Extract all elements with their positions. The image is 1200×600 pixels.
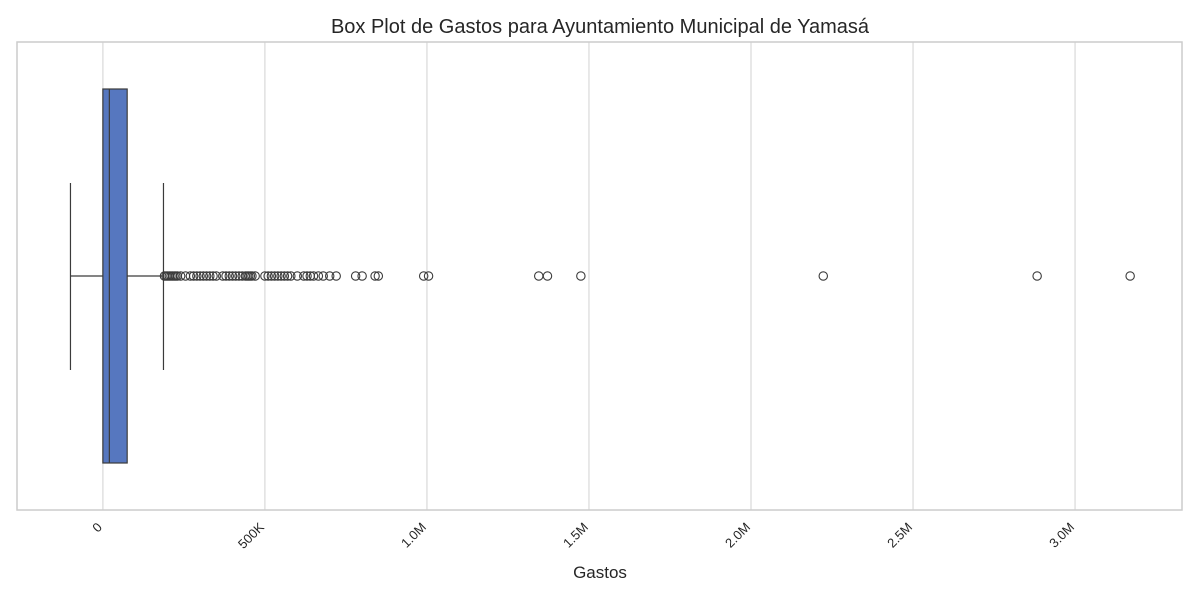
x-tick-label: 1.5M [560,520,591,551]
grid-lines [102,42,1076,510]
outlier-point [313,271,324,281]
outlier-point [211,271,222,281]
outlier-point [331,271,341,281]
outlier-point [230,271,241,281]
interquartile-box [102,88,128,464]
outlier-point [818,271,829,281]
outlier-point [188,271,199,281]
chart-title: Box Plot de Gastos para Ayuntamiento Mun… [331,16,870,38]
x-tick-label: 500K [235,519,267,551]
outlier-point [218,271,228,281]
outlier-point [175,271,186,281]
outlier-point [542,271,553,281]
outlier-point [201,271,212,281]
outlier-point [250,271,260,281]
outlier-point [299,271,309,281]
outlier-point [286,271,296,281]
x-axis-label: Gastos [573,563,627,582]
outlier-point [269,271,280,281]
x-tick-label: 2.0M [722,520,753,551]
outlier-point [195,271,205,281]
outliers [159,271,1135,281]
outlier-point [370,271,380,281]
outlier-point [205,271,215,281]
outlier-point [260,271,270,281]
outlier-point [324,271,335,281]
plot-frame [16,41,1183,511]
outlier-point [423,271,434,281]
outlier-point [282,271,293,281]
outlier-point [418,271,429,281]
outlier-point [273,271,283,281]
outlier-point [279,271,290,281]
x-axis-ticks: 0 500K 1.0M 1.5M 2.0M 2.5M 3.0M [89,519,1077,551]
outlier-point [208,271,218,281]
outlier-point [576,271,586,281]
outlier-point [224,271,235,281]
outlier-point [533,271,544,281]
outlier-point [308,271,319,281]
outlier-point [1125,271,1135,281]
outlier-point [350,271,361,281]
outlier-point [292,271,303,281]
outlier-point [180,271,191,281]
outlier-point [185,271,196,281]
outlier-point [302,271,312,281]
outlier-point [192,271,202,281]
outlier-point [221,271,231,281]
x-tick-label: 3.0M [1046,520,1077,551]
x-tick-label: 1.0M [398,520,429,551]
outlier-point [263,271,273,281]
x-tick-label: 0 [89,520,105,536]
outlier-point [198,271,209,281]
outlier-point [276,271,286,281]
outlier-point [227,271,238,281]
outlier-point [1032,271,1042,281]
outlier-point [266,271,277,281]
outlier-point [357,271,367,281]
box-plot [69,88,165,464]
outlier-point [373,271,384,281]
outlier-point [318,271,328,281]
outlier-point [247,271,257,281]
x-tick-label: 2.5M [884,520,915,551]
